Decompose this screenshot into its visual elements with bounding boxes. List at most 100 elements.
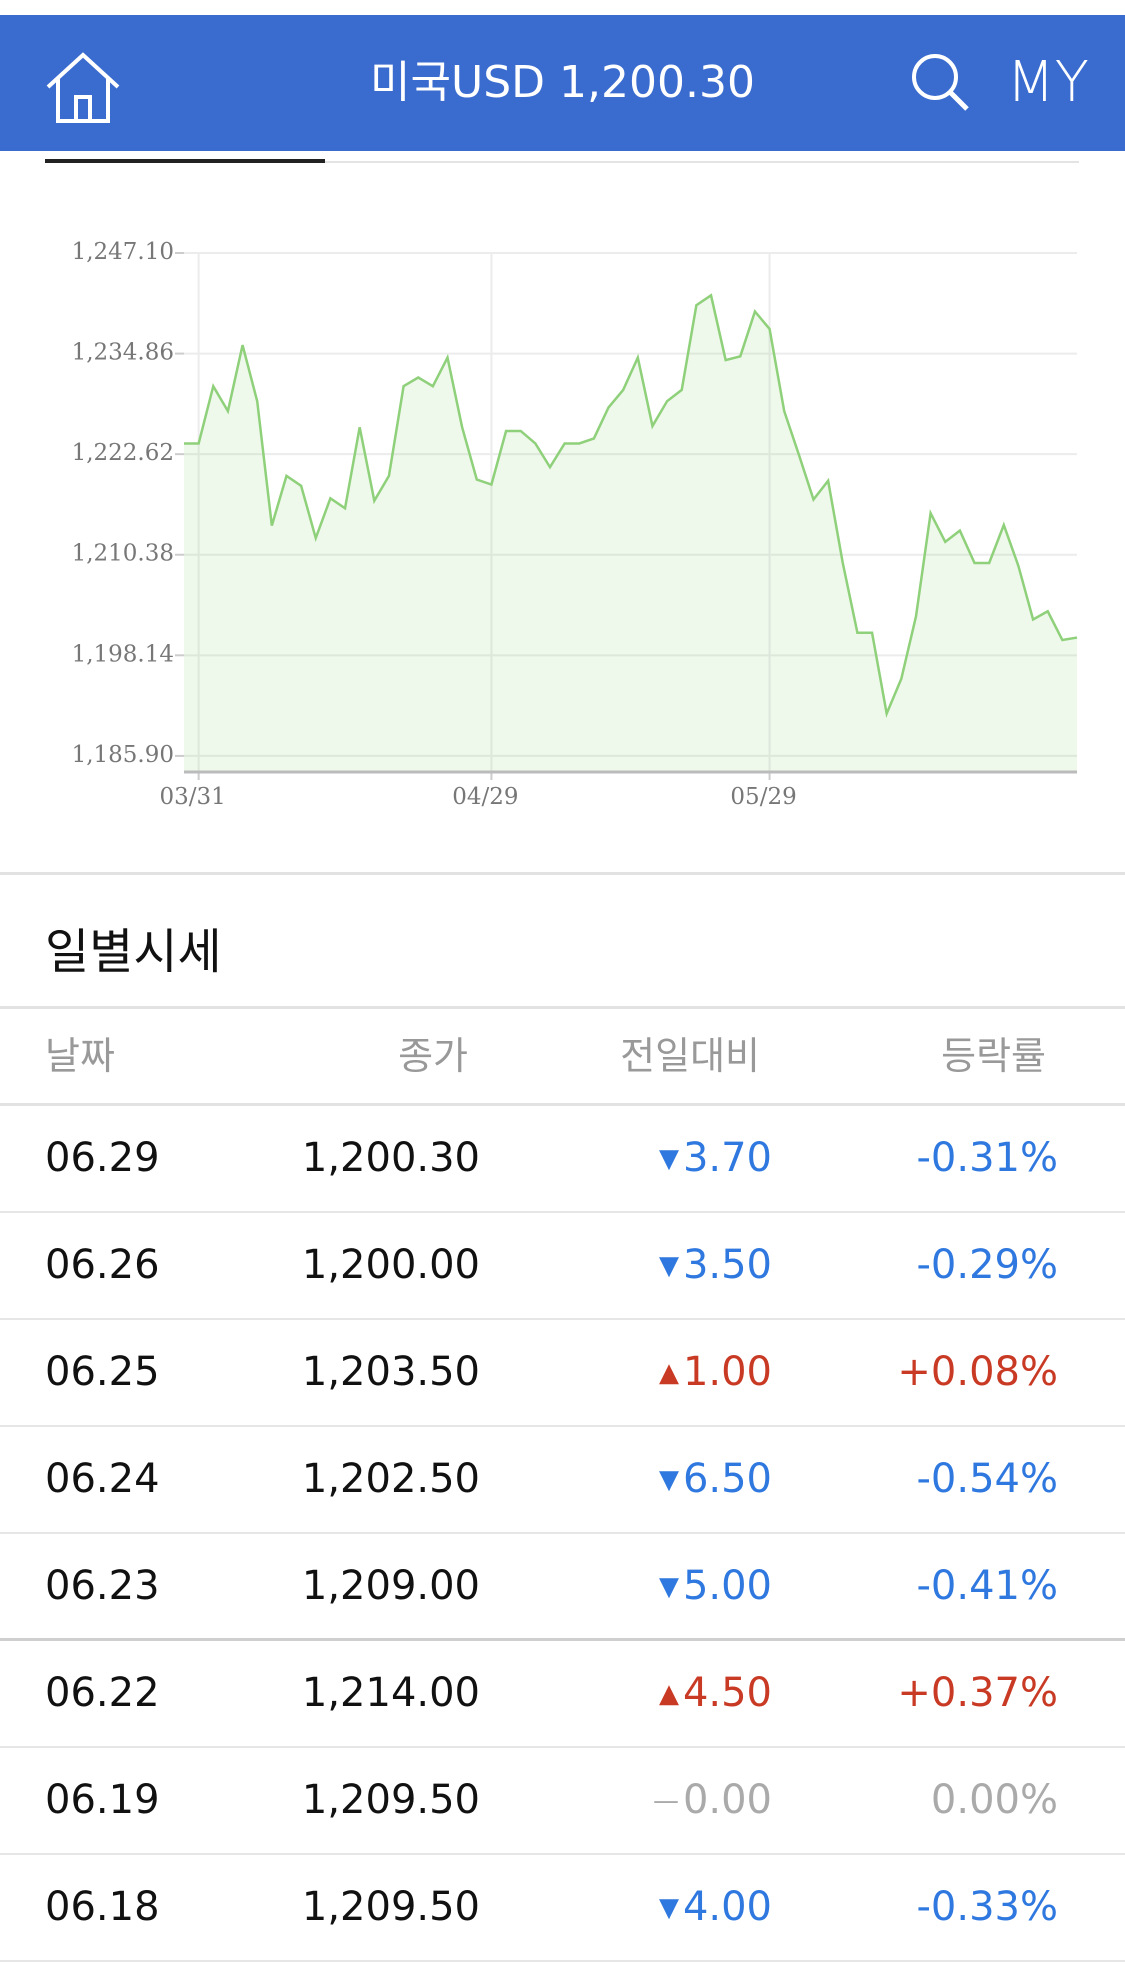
- cell-text: -0.54%: [916, 1456, 1058, 1502]
- cell-text: 3.70: [682, 1135, 772, 1181]
- home-icon[interactable]: [40, 15, 150, 151]
- cell: ▼ 4.00: [659, 1855, 772, 1961]
- table-row: 06.23 1,209.00 ▼ 5.00 -0.41%: [0, 1534, 1125, 1641]
- x-tick-label: 03/31: [159, 784, 225, 810]
- cell-text: 1,209.50: [301, 1777, 480, 1823]
- cell-text: 0.00%: [930, 1777, 1058, 1823]
- line: [184, 293, 1078, 718]
- cell-text: +0.08%: [897, 1349, 1058, 1395]
- chart: 1,185.90 1,198.14 1,210.38 1,222.62 1,234.86…: [72, 239, 1078, 810]
- cell-text: 1,203.50: [301, 1349, 480, 1395]
- cell-text: 06.26: [45, 1242, 160, 1288]
- y-tick-label: 1,210.38: [72, 541, 174, 567]
- cell: ▼ 3.70: [659, 1106, 772, 1212]
- cell: 06.24: [45, 1427, 160, 1532]
- x-tick-label: 04/29: [452, 784, 518, 810]
- cell: —0.00: [653, 1748, 772, 1854]
- cell-text: 06.25: [45, 1349, 160, 1395]
- change-arrow: ▼: [658, 1251, 679, 1281]
- cell-text: 5.00: [682, 1563, 772, 1609]
- cell: 1,203.50: [302, 1320, 480, 1425]
- y-tick-label: 1,185.90: [72, 742, 174, 768]
- cell: -0.54%: [916, 1427, 1058, 1532]
- table-row: 06.26 1,200.00 ▼ 3.50 -0.29%: [0, 1213, 1125, 1320]
- table-row: 06.19 1,209.50 —0.00 0.00%: [0, 1748, 1125, 1855]
- cell: 06.22: [45, 1641, 160, 1746]
- search-icon[interactable]: [905, 15, 975, 151]
- cell: ▲ 4.50: [659, 1641, 772, 1747]
- cell-text: -0.31%: [916, 1135, 1058, 1181]
- table-row: 06.29 1,200.30 ▼ 3.70 -0.31%: [0, 1106, 1125, 1213]
- change-arrow: ▼: [658, 1572, 679, 1602]
- cell-text: 06.24: [45, 1456, 160, 1502]
- cell: 1,202.50: [302, 1427, 480, 1532]
- cell-text: 06.22: [45, 1670, 160, 1716]
- y-tick-label: 1,198.14: [72, 641, 174, 667]
- change-arrow: ▼: [658, 1465, 679, 1495]
- cell: ▲ 1.00: [659, 1320, 772, 1426]
- change-arrow: ▲: [658, 1679, 679, 1709]
- cell-text: 1,200.00: [301, 1242, 480, 1288]
- cell: -0.33%: [916, 1855, 1058, 1960]
- cell: 06.23: [45, 1534, 160, 1639]
- cell-text: 4.50: [682, 1670, 772, 1716]
- cell-text: 6.50: [682, 1456, 772, 1502]
- cell-text: 06.23: [45, 1563, 160, 1609]
- cell: 06.18: [45, 1855, 160, 1960]
- cell: 1,209.50: [302, 1748, 480, 1853]
- change-arrow: ▼: [658, 1144, 679, 1174]
- cell: +0.37%: [897, 1641, 1058, 1746]
- table-row: 06.22 1,214.00 ▲ 4.50 +0.37%: [0, 1641, 1125, 1748]
- y-tick-label: 1,222.62: [72, 440, 174, 466]
- y-tick-label: 1,234.86: [72, 340, 174, 366]
- app-header: 미국USD 1,200.30 MY: [0, 15, 1125, 151]
- cell: 06.29: [45, 1106, 160, 1211]
- table-header: 날짜 종가 전일대비 등락률: [0, 1006, 1125, 1106]
- cell: -0.31%: [916, 1106, 1058, 1211]
- page-title: 미국USD 1,200.30: [370, 57, 755, 108]
- cell: 1,209.50: [302, 1855, 480, 1960]
- tab-selected: [45, 159, 325, 163]
- cell: ▼ 6.50: [659, 1427, 772, 1533]
- cell: 1,200.30: [302, 1106, 480, 1211]
- cell-text: 1,209.50: [301, 1884, 480, 1930]
- cell: +0.08%: [897, 1320, 1058, 1425]
- cell: 06.25: [45, 1320, 160, 1425]
- cell-text: 3.50: [682, 1242, 772, 1288]
- cell: 1,209.00: [302, 1534, 480, 1639]
- cell-text: 1.00: [682, 1349, 772, 1395]
- cell-text: 1,214.00: [301, 1670, 480, 1716]
- my-button[interactable]: MY: [1006, 50, 1089, 115]
- cell-text: +0.37%: [897, 1670, 1058, 1716]
- change-arrow: ▼: [658, 1893, 679, 1923]
- cell: 0.00%: [931, 1748, 1058, 1853]
- cell-text: -0.33%: [916, 1884, 1058, 1930]
- cell-text: -0.41%: [916, 1563, 1058, 1609]
- cell: -0.41%: [916, 1534, 1058, 1639]
- column-header: 날짜: [45, 1034, 115, 1078]
- table-row: 06.18 1,209.50 ▼ 4.00 -0.33%: [0, 1855, 1125, 1962]
- cell-text: 1,202.50: [301, 1456, 480, 1502]
- cell: 06.19: [45, 1748, 160, 1853]
- cell: 06.26: [45, 1213, 160, 1318]
- cell-text: 06.19: [45, 1777, 160, 1823]
- table-row: 06.25 1,203.50 ▲ 1.00 +0.08%: [0, 1320, 1125, 1427]
- section-title: 일별시세: [45, 924, 222, 980]
- cell-text: 0.00: [682, 1777, 772, 1823]
- cell: -0.29%: [916, 1213, 1058, 1318]
- change-arrow: —: [652, 1786, 679, 1816]
- y-tick-label: 1,247.10: [72, 239, 174, 265]
- cell-text: 06.29: [45, 1135, 160, 1181]
- cell-text: 06.18: [45, 1884, 160, 1930]
- column-header: 종가: [398, 1034, 468, 1078]
- x-tick-label: 05/29: [730, 784, 796, 810]
- column-header: 등락률: [941, 1034, 1046, 1078]
- cell-text: 1,209.00: [301, 1563, 480, 1609]
- cell: ▼ 5.00: [659, 1534, 772, 1640]
- area: [184, 295, 1077, 772]
- cell-text: 4.00: [682, 1884, 772, 1930]
- cell-text: 1,200.30: [301, 1135, 480, 1181]
- change-arrow: ▲: [658, 1358, 679, 1388]
- column-header: 전일대비: [620, 1034, 760, 1078]
